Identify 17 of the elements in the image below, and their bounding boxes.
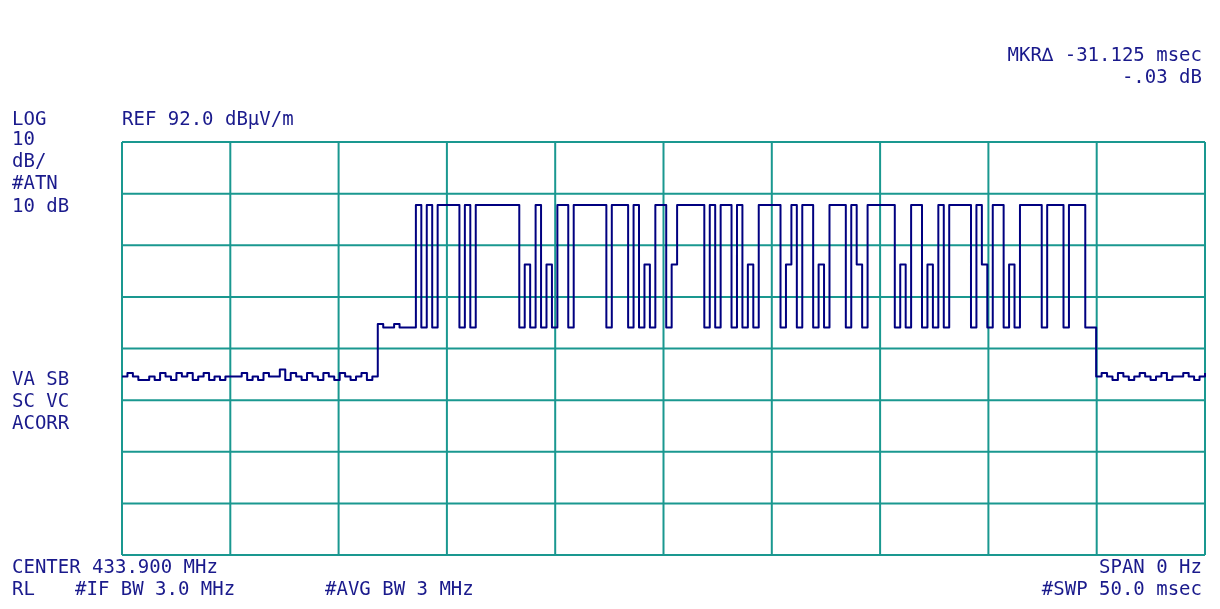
text: RL [12,577,35,599]
annotation: SPAN 0 Hz [1099,555,1202,577]
annotation: CENTER 433.900 MHz [12,555,218,577]
text: ACORR [12,411,70,433]
text: #IF BW 3.0 MHz [75,577,236,599]
text: SC VC [12,389,70,411]
text: #AVG BW 3 MHz [325,577,474,599]
text: LOG [12,107,47,129]
text: VA SB [12,367,70,389]
text: #ATN [12,171,58,193]
text: -.03 dB [1121,65,1202,87]
text: MKR∆ -31.125 msec [1007,43,1202,65]
text: #SWP 50.0 msec [1041,577,1202,599]
chart-title: REF 92.0 dBµV/m [122,107,294,129]
text: 10 dB [12,194,70,216]
text: dB/ [12,149,47,171]
text: 10 [12,127,35,149]
